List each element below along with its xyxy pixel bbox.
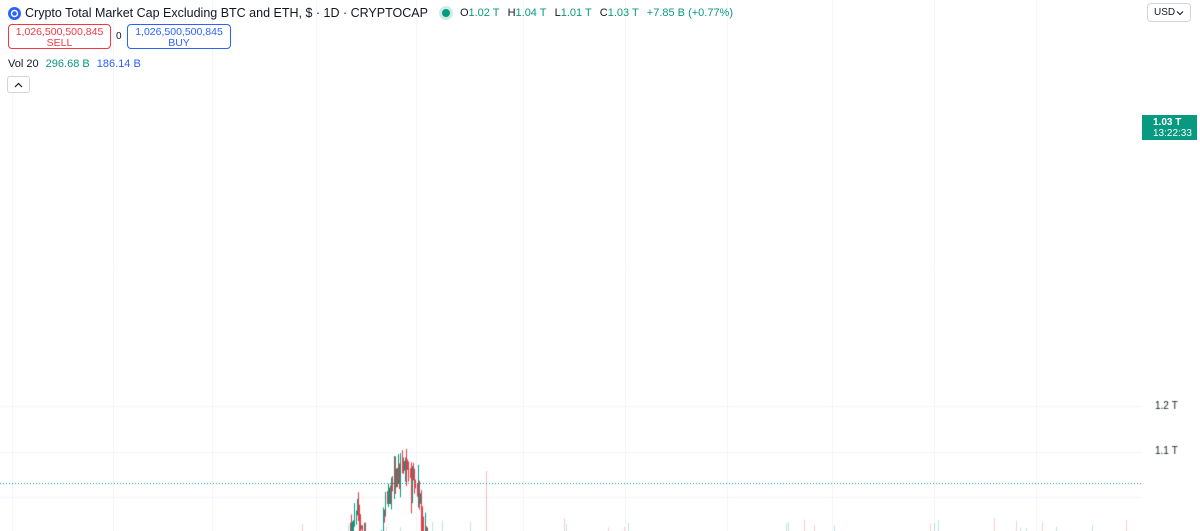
low-value: 1.01 T (560, 7, 592, 19)
buy-label: BUY (168, 37, 190, 49)
sell-button[interactable]: 1,026,500,500,845 SELL (8, 24, 111, 49)
buy-button[interactable]: 1,026,500,500,845 BUY (127, 24, 231, 49)
collapse-legend-button[interactable] (7, 76, 30, 93)
close-value: 1.03 T (607, 7, 639, 19)
sell-label: SELL (46, 37, 73, 49)
open-label: O (459, 7, 469, 19)
volume-value: 296.68 B (45, 58, 90, 70)
buy-price: 1,026,500,500,845 (135, 26, 223, 38)
symbol-legend: Crypto Total Market Cap Excluding BTC an… (8, 5, 738, 21)
high-value: 1.04 T (515, 7, 547, 19)
current-price: 1.03 T (1153, 117, 1182, 128)
high-label: H (507, 7, 516, 19)
low-label: L (554, 7, 561, 19)
chevron-up-icon (14, 82, 23, 87)
current-price-label: 1.03 T 13:22:33 (1142, 115, 1197, 140)
market-status-indicator[interactable] (441, 9, 450, 17)
open-value: 1.02 T (468, 7, 500, 19)
change-value: +7.85 B (+0.77%) (646, 7, 734, 19)
volume-legend[interactable]: Vol 20 296.68 B 186.14 B (8, 58, 141, 70)
symbol-title[interactable]: Crypto Total Market Cap Excluding BTC an… (25, 6, 428, 20)
volume-length: 20 (26, 58, 39, 70)
ohlc-values: O1.02 T H1.04 T L1.01 T C1.03 T +7.85 B … (460, 7, 738, 19)
close-label: C (599, 7, 608, 19)
sell-price: 1,026,500,500,845 (15, 26, 104, 38)
currency-selector[interactable]: USD (1147, 3, 1191, 22)
volume-label: Vol (8, 58, 24, 70)
bar-countdown: 13:22:33 (1153, 128, 1192, 139)
volume-ma-value: 186.14 B (96, 58, 141, 70)
currency-label: USD (1154, 7, 1176, 18)
chevron-down-icon (1176, 11, 1184, 16)
crypto-total-icon (8, 6, 21, 20)
spread-value: 0 (116, 31, 122, 42)
